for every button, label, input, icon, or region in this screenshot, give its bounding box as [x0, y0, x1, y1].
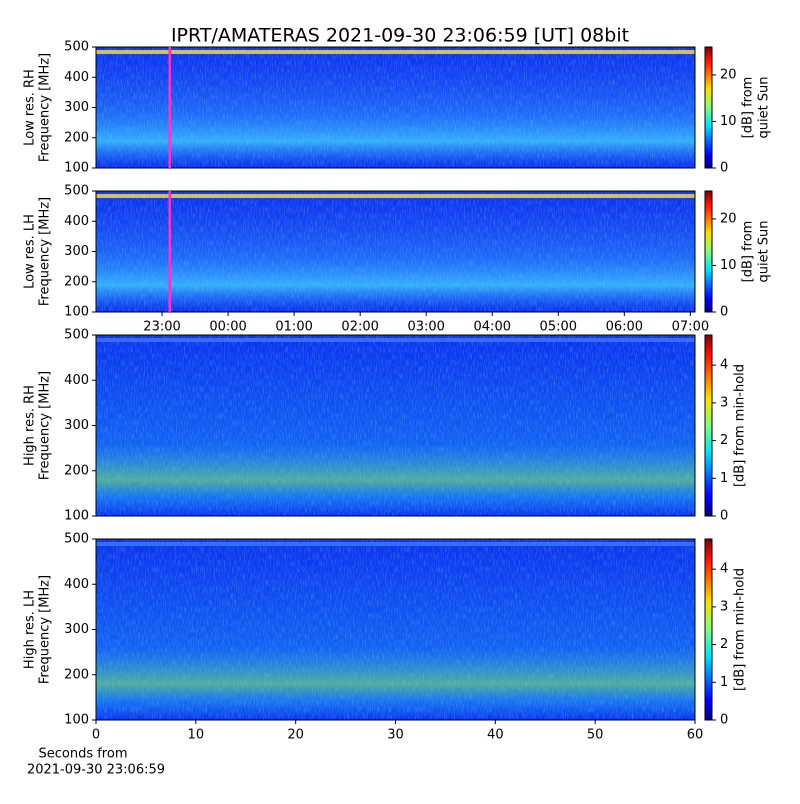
top-edge-band	[96, 50, 695, 54]
x-tick-label: 0	[92, 728, 100, 743]
x-tick-label: 01:00	[275, 320, 312, 335]
y-axis-label: Low res. LH	[23, 214, 38, 289]
colorbar-tick-label: 10	[720, 258, 737, 273]
colorbar	[704, 46, 713, 169]
x-tick-label: 50	[587, 728, 604, 743]
x-tick-label: 10	[188, 728, 205, 743]
colorbar-tick-label: 10	[720, 114, 737, 129]
colorbar-label: [dB] from	[741, 221, 756, 283]
colorbar-tick-label: 4	[720, 562, 728, 577]
colorbar	[704, 190, 713, 313]
colorbar-tick-label: 0	[720, 713, 728, 728]
y-tick-label: 100	[64, 305, 89, 320]
spectrogram-noise	[96, 539, 695, 720]
x-tick-label: 23:00	[143, 320, 180, 335]
spectrogram-noise	[96, 335, 695, 516]
x-tick-label: 00:00	[209, 320, 246, 335]
y-tick-label: 500	[64, 184, 89, 199]
y-tick-label: 500	[64, 328, 89, 343]
y-tick-label: 200	[64, 667, 89, 682]
x-axis-label: 2021-09-30 23:06:59	[27, 763, 165, 778]
y-axis-label: Frequency [MHz]	[38, 575, 53, 684]
y-tick-label: 400	[64, 214, 89, 229]
y-tick-label: 300	[64, 418, 89, 433]
x-tick-label: 02:00	[341, 320, 378, 335]
y-tick-label: 400	[64, 577, 89, 592]
y-tick-label: 200	[64, 274, 89, 289]
x-tick-label: 40	[487, 728, 504, 743]
colorbar-label: [dB] from	[741, 77, 756, 139]
y-tick-label: 100	[64, 161, 89, 176]
colorbar-tick-label: 1	[720, 471, 728, 486]
y-axis-label: Low res. RH	[23, 69, 38, 146]
y-tick-label: 100	[64, 713, 89, 728]
colorbar-tick-label: 3	[720, 395, 728, 410]
colorbar	[704, 538, 713, 721]
x-tick-label: 04:00	[474, 320, 511, 335]
spectrogram-noise	[96, 47, 695, 168]
top-edge-band	[96, 194, 695, 198]
x-tick-label: 60	[687, 728, 704, 743]
colorbar	[704, 334, 713, 517]
colorbar-tick-label: 2	[720, 637, 728, 652]
top-edge-band	[96, 542, 695, 546]
y-axis-label: Frequency [MHz]	[38, 371, 53, 480]
x-tick-label: 30	[387, 728, 404, 743]
y-tick-label: 500	[64, 40, 89, 55]
top-edge-band	[96, 338, 695, 342]
y-tick-label: 400	[64, 70, 89, 85]
y-tick-label: 300	[64, 622, 89, 637]
y-tick-label: 200	[64, 463, 89, 478]
spectrogram-noise	[96, 191, 695, 312]
figure-title: IPRT/AMATERAS 2021-09-30 23:06:59 [UT] 0…	[171, 25, 629, 47]
colorbar-tick-label: 0	[720, 161, 728, 176]
colorbar-label: quiet Sun	[757, 76, 772, 138]
y-axis-label: Frequency [MHz]	[38, 53, 53, 162]
x-tick-label: 20	[287, 728, 304, 743]
colorbar-tick-label: 20	[720, 67, 737, 82]
y-tick-label: 400	[64, 373, 89, 388]
colorbar-tick-label: 20	[720, 211, 737, 226]
y-tick-label: 500	[64, 532, 89, 547]
x-axis-label: Seconds from	[38, 747, 127, 762]
colorbar-tick-label: 0	[720, 305, 728, 320]
colorbar-tick-label: 3	[720, 599, 728, 614]
colorbar-label: [dB] from min-hold	[733, 364, 748, 487]
y-tick-label: 100	[64, 509, 89, 524]
colorbar-tick-label: 4	[720, 358, 728, 373]
colorbar-label: [dB] from min-hold	[733, 568, 748, 691]
y-axis-label: Frequency [MHz]	[38, 197, 53, 306]
colorbar-label: quiet Sun	[757, 220, 772, 282]
y-tick-label: 300	[64, 100, 89, 115]
colorbar-tick-label: 2	[720, 433, 728, 448]
x-tick-label: 06:00	[606, 320, 643, 335]
colorbar-tick-label: 1	[720, 675, 728, 690]
y-tick-label: 200	[64, 130, 89, 145]
y-axis-label: High res. LH	[23, 590, 38, 669]
x-tick-label: 07:00	[672, 320, 709, 335]
y-tick-label: 300	[64, 244, 89, 259]
y-axis-label: High res. RH	[23, 385, 38, 466]
colorbar-tick-label: 0	[720, 509, 728, 524]
x-tick-label: 05:00	[540, 320, 577, 335]
x-tick-label: 03:00	[407, 320, 444, 335]
